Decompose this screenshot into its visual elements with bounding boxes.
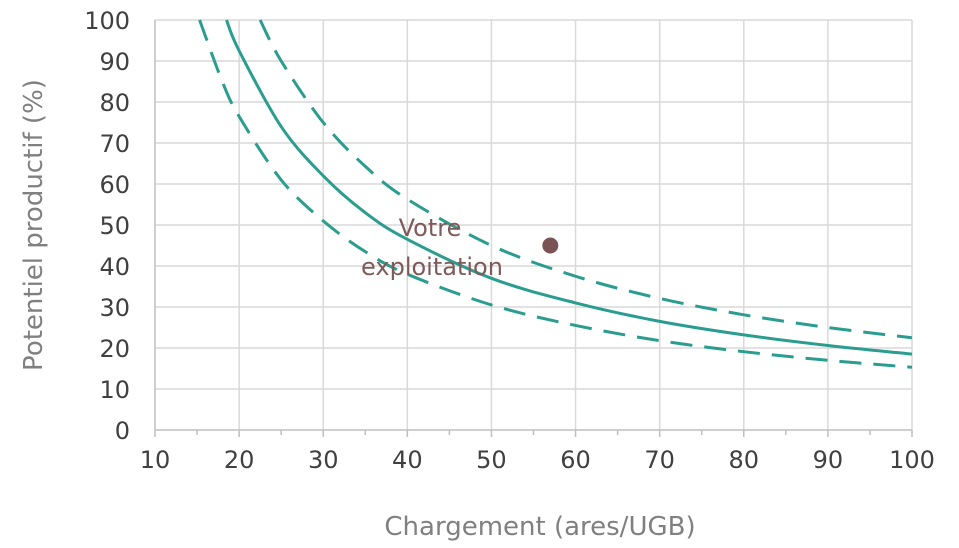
x-tick-label: 90	[813, 446, 844, 474]
annotation-label-line-1: Votre	[399, 214, 462, 242]
annotation-label-line-2: exploitation	[361, 253, 503, 281]
y-axis-title: Potentiel productif (%)	[19, 79, 49, 371]
x-tick-label: 50	[476, 446, 507, 474]
x-tick-label: 60	[560, 446, 591, 474]
x-axis-title: Chargement (ares/UGB)	[384, 512, 695, 542]
axes	[154, 20, 913, 437]
annotations: Votre exploitation	[361, 214, 559, 281]
x-tick-labels: 10 20 30 40 50 60 70 80 90 100	[140, 446, 935, 474]
series-line-1	[198, 19, 913, 369]
y-tick-label: 10	[99, 376, 130, 404]
y-tick-label: 60	[99, 171, 130, 199]
y-tick-label: 80	[99, 89, 130, 117]
y-tick-label: 100	[84, 7, 130, 35]
x-tick-label: 100	[889, 446, 935, 474]
x-tick-label: 10	[140, 446, 171, 474]
y-tick-label: 0	[115, 417, 130, 445]
series-line-3	[258, 19, 913, 340]
x-tick-label: 70	[644, 446, 675, 474]
y-tick-label: 70	[99, 130, 130, 158]
x-tick-label: 40	[392, 446, 423, 474]
y-tick-label: 30	[99, 294, 130, 322]
y-tick-label: 90	[99, 48, 130, 76]
y-tick-labels: 0 10 20 30 40 50 60 70 80 90 100	[84, 7, 130, 445]
series-line-2	[225, 19, 913, 356]
y-tick-label: 40	[99, 253, 130, 281]
x-tick-label: 80	[729, 446, 760, 474]
x-tick-label: 20	[224, 446, 255, 474]
series-lines	[198, 19, 913, 369]
x-tick-label: 30	[308, 446, 339, 474]
y-tick-label: 20	[99, 335, 130, 363]
your-farm-point	[542, 237, 559, 254]
grid	[155, 19, 913, 430]
y-tick-label: 50	[99, 212, 130, 240]
